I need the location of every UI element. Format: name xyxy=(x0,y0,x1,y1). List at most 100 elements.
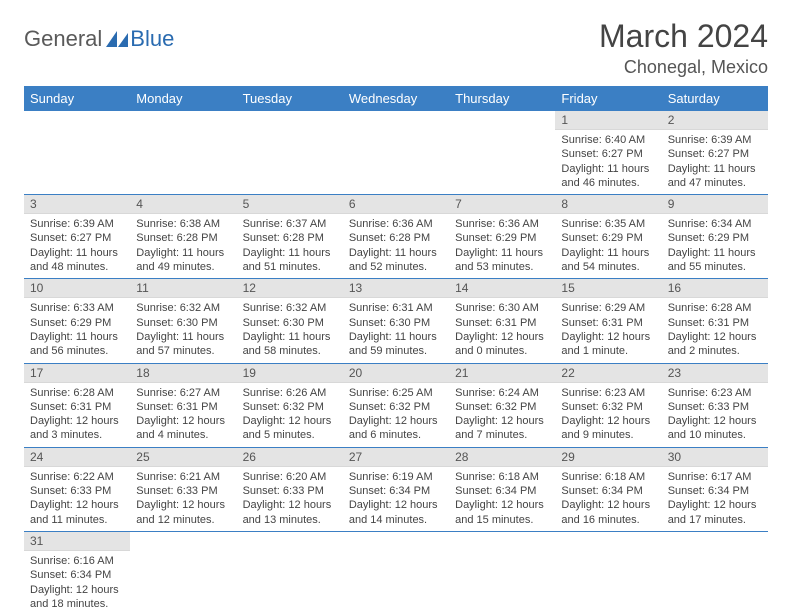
sunrise-text: Sunrise: 6:19 AM xyxy=(349,470,443,484)
sunrise-text: Sunrise: 6:36 AM xyxy=(455,217,549,231)
sunset-text: Sunset: 6:28 PM xyxy=(243,231,337,245)
day-details: Sunrise: 6:18 AMSunset: 6:34 PMDaylight:… xyxy=(555,467,661,531)
day-details: Sunrise: 6:35 AMSunset: 6:29 PMDaylight:… xyxy=(555,214,661,278)
day-number: 30 xyxy=(662,448,768,467)
day-number: 13 xyxy=(343,279,449,298)
sunrise-text: Sunrise: 6:26 AM xyxy=(243,386,337,400)
day-number: 2 xyxy=(662,111,768,130)
calendar-cell: 6Sunrise: 6:36 AMSunset: 6:28 PMDaylight… xyxy=(343,195,449,279)
sunset-text: Sunset: 6:34 PM xyxy=(349,484,443,498)
daylight-text: Daylight: 11 hours and 55 minutes. xyxy=(668,246,762,275)
daylight-text: Daylight: 12 hours and 3 minutes. xyxy=(30,414,124,443)
sunrise-text: Sunrise: 6:39 AM xyxy=(668,133,762,147)
empty-day xyxy=(449,111,555,115)
sunset-text: Sunset: 6:32 PM xyxy=(561,400,655,414)
daylight-text: Daylight: 11 hours and 51 minutes. xyxy=(243,246,337,275)
daylight-text: Daylight: 12 hours and 6 minutes. xyxy=(349,414,443,443)
sunrise-text: Sunrise: 6:20 AM xyxy=(243,470,337,484)
sunset-text: Sunset: 6:31 PM xyxy=(668,316,762,330)
logo-sail-icon xyxy=(106,31,128,47)
daylight-text: Daylight: 11 hours and 54 minutes. xyxy=(561,246,655,275)
empty-day xyxy=(662,532,768,536)
day-number: 24 xyxy=(24,448,130,467)
sunrise-text: Sunrise: 6:28 AM xyxy=(668,301,762,315)
day-details: Sunrise: 6:21 AMSunset: 6:33 PMDaylight:… xyxy=(130,467,236,531)
empty-day xyxy=(130,111,236,115)
location-label: Chonegal, Mexico xyxy=(599,57,768,78)
sunset-text: Sunset: 6:32 PM xyxy=(455,400,549,414)
day-number: 20 xyxy=(343,364,449,383)
sunset-text: Sunset: 6:27 PM xyxy=(30,231,124,245)
sunrise-text: Sunrise: 6:40 AM xyxy=(561,133,655,147)
calendar-cell: 14Sunrise: 6:30 AMSunset: 6:31 PMDayligh… xyxy=(449,279,555,363)
day-details: Sunrise: 6:31 AMSunset: 6:30 PMDaylight:… xyxy=(343,298,449,362)
calendar-row: 17Sunrise: 6:28 AMSunset: 6:31 PMDayligh… xyxy=(24,363,768,447)
empty-day xyxy=(24,111,130,115)
daylight-text: Daylight: 11 hours and 48 minutes. xyxy=(30,246,124,275)
day-details: Sunrise: 6:18 AMSunset: 6:34 PMDaylight:… xyxy=(449,467,555,531)
daylight-text: Daylight: 12 hours and 17 minutes. xyxy=(668,498,762,527)
calendar-cell xyxy=(343,531,449,615)
sunrise-text: Sunrise: 6:23 AM xyxy=(668,386,762,400)
sunset-text: Sunset: 6:31 PM xyxy=(561,316,655,330)
day-details: Sunrise: 6:39 AMSunset: 6:27 PMDaylight:… xyxy=(24,214,130,278)
sunrise-text: Sunrise: 6:36 AM xyxy=(349,217,443,231)
calendar-cell: 3Sunrise: 6:39 AMSunset: 6:27 PMDaylight… xyxy=(24,195,130,279)
day-details: Sunrise: 6:24 AMSunset: 6:32 PMDaylight:… xyxy=(449,383,555,447)
daylight-text: Daylight: 12 hours and 2 minutes. xyxy=(668,330,762,359)
daylight-text: Daylight: 12 hours and 12 minutes. xyxy=(136,498,230,527)
weekday-saturday: Saturday xyxy=(662,86,768,111)
daylight-text: Daylight: 12 hours and 5 minutes. xyxy=(243,414,337,443)
sunrise-text: Sunrise: 6:22 AM xyxy=(30,470,124,484)
day-number: 31 xyxy=(24,532,130,551)
day-details: Sunrise: 6:23 AMSunset: 6:32 PMDaylight:… xyxy=(555,383,661,447)
calendar-table: Sunday Monday Tuesday Wednesday Thursday… xyxy=(24,86,768,615)
day-number: 26 xyxy=(237,448,343,467)
calendar-cell xyxy=(343,111,449,195)
daylight-text: Daylight: 11 hours and 57 minutes. xyxy=(136,330,230,359)
calendar-cell: 10Sunrise: 6:33 AMSunset: 6:29 PMDayligh… xyxy=(24,279,130,363)
sunset-text: Sunset: 6:32 PM xyxy=(349,400,443,414)
day-details: Sunrise: 6:28 AMSunset: 6:31 PMDaylight:… xyxy=(662,298,768,362)
calendar-cell: 2 Sunrise: 6:39 AMSunset: 6:27 PMDaylight… xyxy=(662,111,768,195)
weekday-monday: Monday xyxy=(130,86,236,111)
sunrise-text: Sunrise: 6:23 AM xyxy=(561,386,655,400)
day-details: Sunrise: 6:36 AMSunset: 6:29 PMDaylight:… xyxy=(449,214,555,278)
calendar-cell: 5Sunrise: 6:37 AMSunset: 6:28 PMDaylight… xyxy=(237,195,343,279)
sunrise-text: Sunrise: 6:37 AM xyxy=(243,217,337,231)
day-details: Sunrise: 6:27 AMSunset: 6:31 PMDaylight:… xyxy=(130,383,236,447)
calendar-cell xyxy=(237,111,343,195)
sunset-text: Sunset: 6:27 PM xyxy=(668,147,762,161)
day-number: 29 xyxy=(555,448,661,467)
day-number: 25 xyxy=(130,448,236,467)
sunrise-text: Sunrise: 6:28 AM xyxy=(30,386,124,400)
daylight-text: Daylight: 12 hours and 14 minutes. xyxy=(349,498,443,527)
sunset-text: Sunset: 6:28 PM xyxy=(349,231,443,245)
day-number: 15 xyxy=(555,279,661,298)
sunset-text: Sunset: 6:31 PM xyxy=(455,316,549,330)
calendar-cell: 19Sunrise: 6:26 AMSunset: 6:32 PMDayligh… xyxy=(237,363,343,447)
day-details: Sunrise: 6:20 AMSunset: 6:33 PMDaylight:… xyxy=(237,467,343,531)
day-details: Sunrise: 6:32 AMSunset: 6:30 PMDaylight:… xyxy=(237,298,343,362)
daylight-text: Daylight: 11 hours and 53 minutes. xyxy=(455,246,549,275)
empty-day xyxy=(343,532,449,536)
weekday-wednesday: Wednesday xyxy=(343,86,449,111)
day-number: 18 xyxy=(130,364,236,383)
daylight-text: Daylight: 12 hours and 4 minutes. xyxy=(136,414,230,443)
weekday-header-row: Sunday Monday Tuesday Wednesday Thursday… xyxy=(24,86,768,111)
day-details: Sunrise: 6:32 AMSunset: 6:30 PMDaylight:… xyxy=(130,298,236,362)
daylight-text: Daylight: 11 hours and 46 minutes. xyxy=(561,162,655,191)
calendar-cell: 1Sunrise: 6:40 AMSunset: 6:27 PMDaylight… xyxy=(555,111,661,195)
sunset-text: Sunset: 6:33 PM xyxy=(668,400,762,414)
calendar-cell xyxy=(237,531,343,615)
day-number: 23 xyxy=(662,364,768,383)
sunrise-text: Sunrise: 6:16 AM xyxy=(30,554,124,568)
day-details: Sunrise: 6:22 AMSunset: 6:33 PMDaylight:… xyxy=(24,467,130,531)
day-number: 21 xyxy=(449,364,555,383)
daylight-text: Daylight: 11 hours and 49 minutes. xyxy=(136,246,230,275)
sunset-text: Sunset: 6:33 PM xyxy=(136,484,230,498)
daylight-text: Daylight: 12 hours and 18 minutes. xyxy=(30,583,124,612)
brand-logo: General Blue xyxy=(24,18,174,52)
daylight-text: Daylight: 11 hours and 47 minutes. xyxy=(668,162,762,191)
day-details: Sunrise: 6:16 AMSunset: 6:34 PMDaylight:… xyxy=(24,551,130,615)
